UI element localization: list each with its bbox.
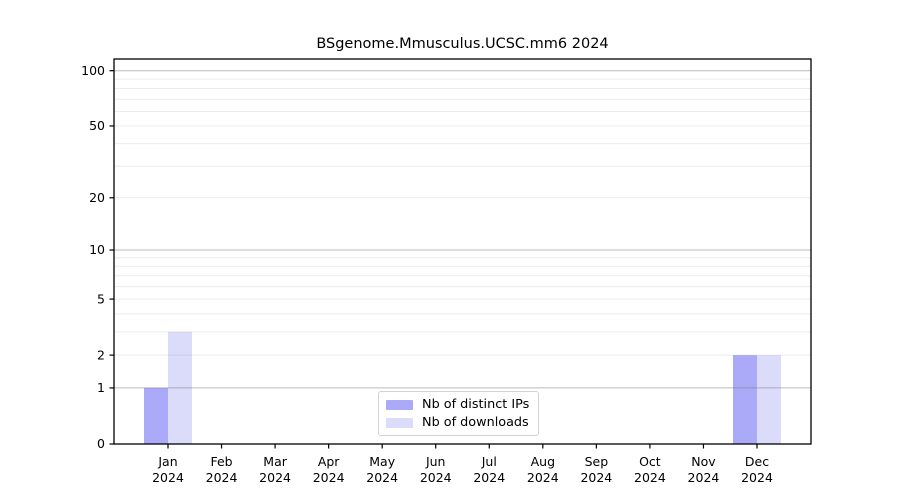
x-tick-label-year: 2024 xyxy=(313,470,345,485)
legend-label-downloads: Nb of downloads xyxy=(422,415,529,430)
x-tick-label-year: 2024 xyxy=(206,470,238,485)
bar-distinct-ips-jan xyxy=(144,387,168,444)
labels-layer: 0125102050100Jan2024Feb2024Mar2024Apr202… xyxy=(81,63,773,485)
x-tick-label-month: Jun xyxy=(425,454,446,469)
plot-border xyxy=(113,58,812,445)
x-tick-label-year: 2024 xyxy=(688,470,720,485)
x-tick-label-month: Jul xyxy=(481,454,497,469)
x-tick-label-month: Jan xyxy=(157,454,177,469)
x-tick-label-month: Aug xyxy=(531,454,555,469)
y-tick-label: 10 xyxy=(89,242,105,257)
x-tick-label-year: 2024 xyxy=(366,470,398,485)
y-tick-label: 100 xyxy=(81,63,105,78)
x-tick-label-year: 2024 xyxy=(580,470,612,485)
chart-title: BSgenome.Mmusculus.UCSC.mm6 2024 xyxy=(316,36,609,52)
x-tick-label-month: Oct xyxy=(639,454,661,469)
legend-item-distinct-ips: Nb of distinct IPs xyxy=(386,397,529,412)
x-tick-label-month: Mar xyxy=(263,454,287,469)
x-tick-label-year: 2024 xyxy=(634,470,666,485)
x-tick-label-year: 2024 xyxy=(259,470,291,485)
x-tick-label-month: Nov xyxy=(691,454,716,469)
legend-item-downloads: Nb of downloads xyxy=(386,415,529,430)
x-tick-label-month: Apr xyxy=(318,454,340,469)
grid-layer xyxy=(114,70,811,389)
y-tick-label: 5 xyxy=(97,291,105,306)
legend-swatch-distinct-ips xyxy=(386,399,413,410)
y-tick-label: 20 xyxy=(89,190,105,205)
x-tick-label-year: 2024 xyxy=(527,470,559,485)
x-tick-label-year: 2024 xyxy=(152,470,184,485)
y-tick-label: 1 xyxy=(97,380,105,395)
y-tick-label: 0 xyxy=(97,436,105,451)
legend-label-distinct-ips: Nb of distinct IPs xyxy=(422,397,530,412)
y-tick-label: 2 xyxy=(97,347,105,362)
y-tick-label: 50 xyxy=(89,118,105,133)
x-tick-label-month: Dec xyxy=(745,454,769,469)
x-tick-label-year: 2024 xyxy=(741,470,773,485)
legend: Nb of distinct IPs Nb of downloads xyxy=(378,391,540,436)
bar-downloads-dec xyxy=(757,355,781,444)
x-tick-label-month: Sep xyxy=(585,454,609,469)
x-tick-label-month: Feb xyxy=(210,454,232,469)
legend-swatch-downloads xyxy=(386,417,413,428)
x-tick-label-year: 2024 xyxy=(473,470,505,485)
x-tick-label-year: 2024 xyxy=(420,470,452,485)
x-tick-label-month: May xyxy=(369,454,395,469)
axes-layer xyxy=(109,58,812,449)
bar-distinct-ips-dec xyxy=(733,355,757,444)
